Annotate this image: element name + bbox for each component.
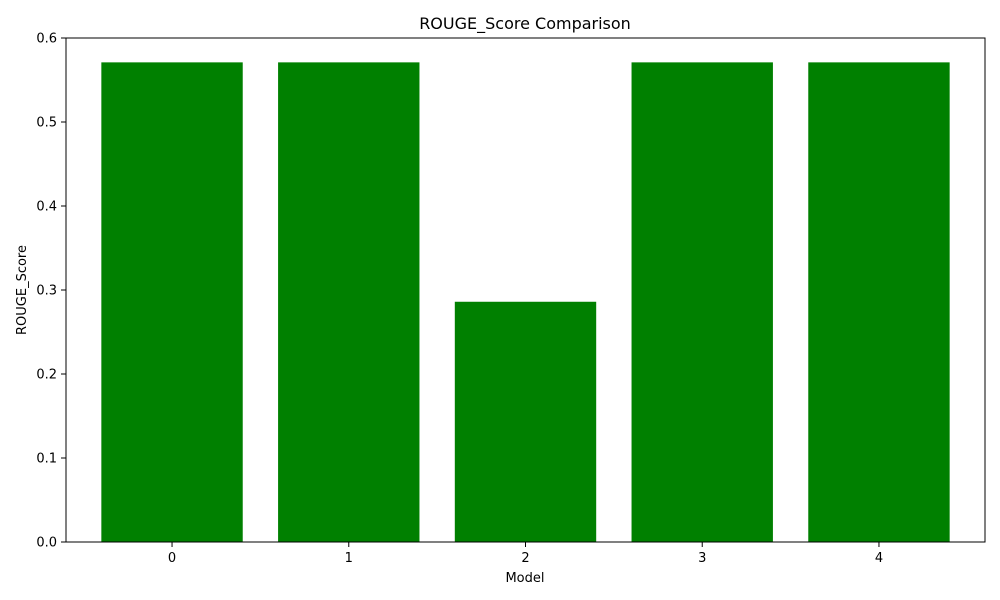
y-tick-label: 0.3 bbox=[36, 284, 57, 299]
y-tick-label: 0.4 bbox=[36, 200, 57, 215]
x-axis-ticks: 0 1 2 3 4 bbox=[168, 542, 883, 566]
y-tick-label: 0.6 bbox=[36, 32, 57, 47]
chart-title: ROUGE_Score Comparison bbox=[419, 14, 631, 34]
y-axis-ticks: 0.0 0.1 0.2 0.3 0.4 0.5 0.6 bbox=[36, 32, 66, 551]
bar-4 bbox=[808, 62, 950, 543]
x-axis-label: Model bbox=[505, 571, 544, 586]
x-tick-label: 2 bbox=[521, 551, 529, 566]
bars-group bbox=[101, 62, 950, 543]
y-tick-label: 0.1 bbox=[36, 452, 57, 467]
bar-0 bbox=[101, 62, 243, 543]
bar-1 bbox=[278, 62, 420, 543]
x-tick-label: 0 bbox=[168, 551, 176, 566]
y-tick-label: 0.0 bbox=[36, 536, 57, 551]
bar-2 bbox=[454, 301, 597, 542]
y-tick-label: 0.2 bbox=[36, 368, 57, 383]
bar-3 bbox=[631, 62, 773, 543]
plot-frame bbox=[65, 37, 986, 543]
x-tick-label: 1 bbox=[345, 551, 353, 566]
y-axis-label: ROUGE_Score bbox=[15, 245, 30, 335]
x-tick-label: 4 bbox=[875, 551, 883, 566]
x-tick-label: 3 bbox=[698, 551, 706, 566]
y-tick-label: 0.5 bbox=[36, 116, 57, 131]
